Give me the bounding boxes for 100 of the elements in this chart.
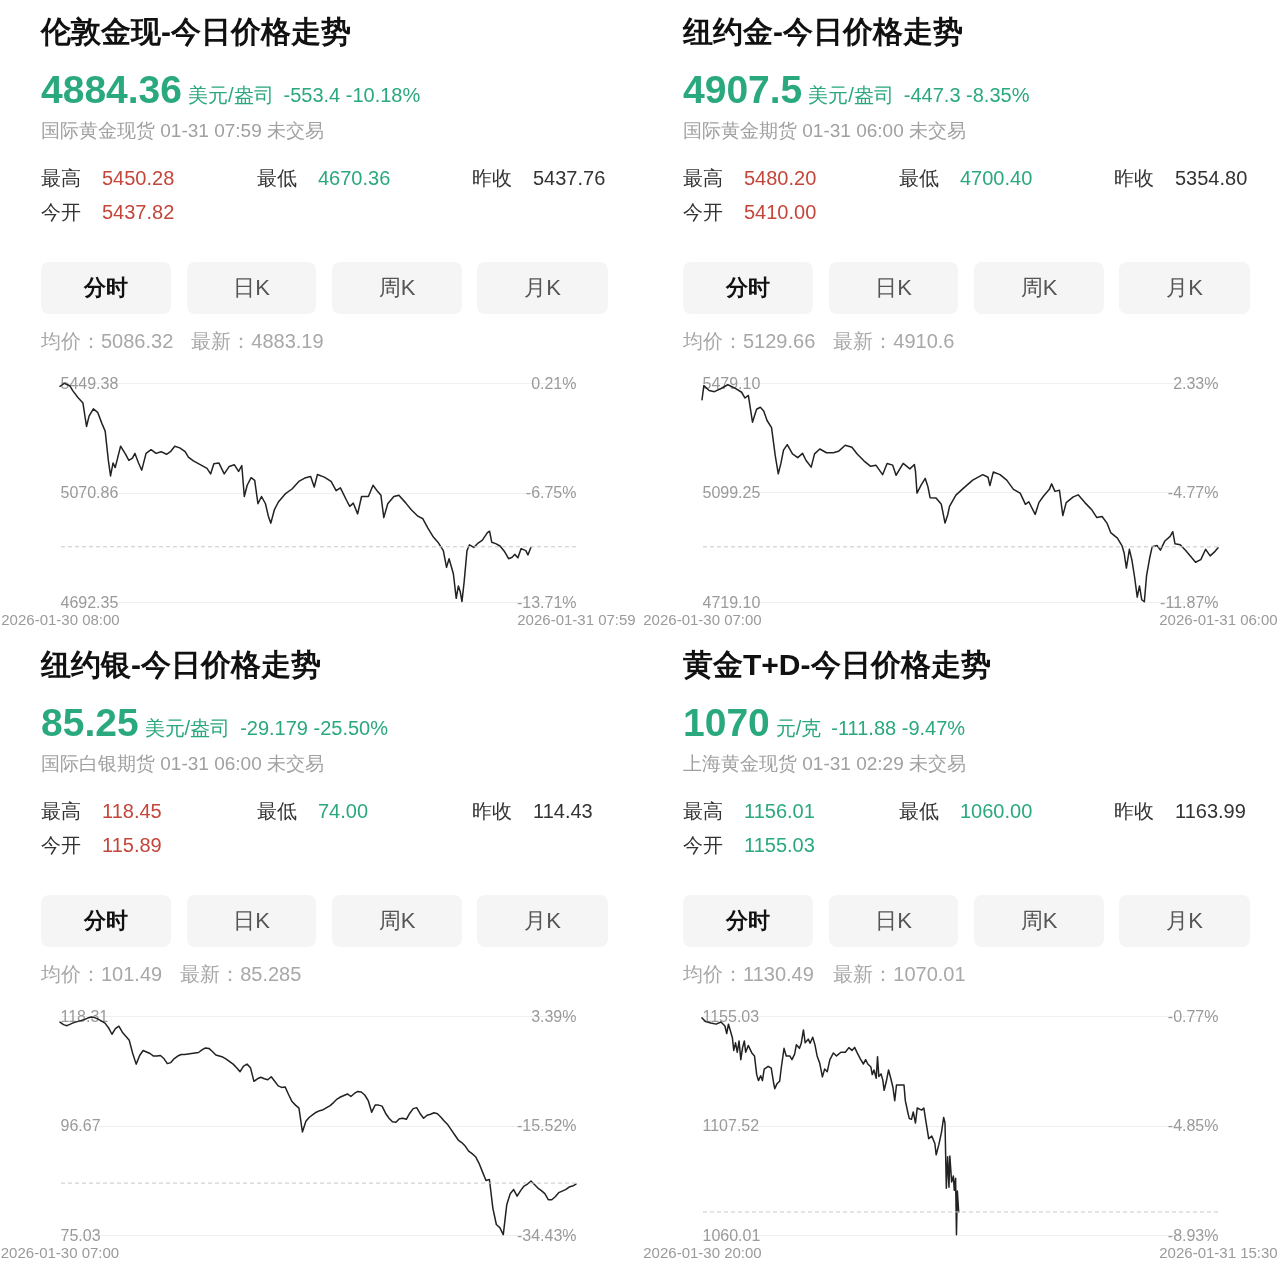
text: 周K — [378, 275, 416, 300]
text: -447.3 -8.35% — [903, 84, 1030, 106]
chart-title: 黄金T+D-今日价格走势 — [683, 648, 991, 681]
y2-tick-label: -4.77% — [1167, 484, 1219, 501]
text: 分时 — [725, 275, 770, 300]
x-tick-label: 2026-01-31 15:30 — [1159, 1243, 1278, 1261]
text: 74.00 — [318, 800, 369, 822]
text: 日K — [233, 908, 271, 933]
y-tick-label: 75.03 — [60, 1226, 101, 1244]
text: 最新：4910.6 — [833, 330, 955, 352]
text: 日K — [233, 275, 271, 300]
text: 1163.99 — [1175, 800, 1246, 822]
text: 周K — [378, 908, 416, 933]
x-tick-label: 2026-01-30 08:00 — [1, 610, 120, 628]
text: 日K — [875, 275, 913, 300]
text: 4884.36 — [41, 68, 182, 111]
y-tick-label: 1155.03 — [702, 1007, 760, 1025]
text: 最低 — [257, 800, 297, 822]
text: 114.43 — [533, 800, 593, 822]
text: 最新：85.285 — [180, 963, 302, 985]
text: 5437.82 — [102, 201, 175, 223]
text: 今开 — [41, 201, 81, 223]
text: 最低 — [899, 167, 939, 189]
text: 今开 — [683, 834, 723, 856]
text: 最高 — [41, 800, 81, 822]
text: 周K — [1020, 908, 1058, 933]
y2-tick-label: 3.39% — [531, 1007, 577, 1025]
x-tick-label: 2026-01-30 07:00 — [643, 610, 762, 628]
y-tick-label: 1107.52 — [702, 1117, 760, 1134]
text: 均价：5129.66 — [682, 330, 816, 352]
chart-title: 纽约金-今日价格走势 — [682, 15, 963, 48]
chart-subtitle: 上海黄金现货 01-31 02:29 未交易 — [683, 753, 966, 774]
chart-title: 伦敦金现-今日价格走势 — [40, 15, 351, 48]
y2-tick-label: -6.75% — [525, 484, 577, 501]
text: 今开 — [41, 834, 81, 856]
text: 5450.28 — [102, 167, 175, 189]
y2-tick-label: -34.43% — [516, 1226, 577, 1244]
chart-subtitle: 国际白银期货 01-31 06:00 未交易 — [41, 753, 324, 774]
text: 月K — [524, 908, 562, 933]
text: 4907.5 — [683, 68, 803, 111]
text: 最新：1070.01 — [833, 963, 966, 985]
text: 昨收 — [472, 800, 512, 822]
x-tick-label: 2026-01-30 20:00 — [643, 1243, 762, 1261]
chart-subtitle: 国际黄金现货 01-31 07:59 未交易 — [41, 120, 324, 141]
text: 115.89 — [102, 834, 162, 856]
y2-tick-label: -11.87% — [1160, 593, 1219, 611]
y-tick-label: 4719.10 — [702, 593, 761, 611]
text: 最低 — [257, 167, 297, 189]
y-tick-label: 96.67 — [60, 1117, 101, 1134]
text: -111.88 -9.47% — [831, 717, 966, 739]
text: -29.179 -25.50% — [240, 717, 389, 739]
y-tick-label: 4692.35 — [60, 593, 119, 611]
y2-tick-label: -4.85% — [1167, 1117, 1219, 1134]
text: 均价：1130.49 — [682, 963, 814, 985]
text: 5354.80 — [1175, 167, 1248, 189]
text: 1155.03 — [744, 834, 815, 856]
text: 5480.20 — [744, 167, 817, 189]
y-tick-label: 5099.25 — [702, 483, 761, 501]
text: 月K — [524, 275, 562, 300]
y-tick-label: 5449.38 — [60, 374, 119, 392]
text: 1060.00 — [960, 800, 1033, 822]
y2-tick-label: -8.93% — [1167, 1226, 1219, 1244]
text: 5437.76 — [533, 167, 606, 189]
y-tick-label: 1060.01 — [702, 1226, 761, 1244]
text: 最高 — [683, 167, 723, 189]
text: 118.45 — [102, 800, 162, 822]
text: 分时 — [83, 908, 128, 933]
text: 周K — [1020, 275, 1058, 300]
text: 美元/盎司 — [187, 84, 274, 106]
text: 昨收 — [1114, 800, 1154, 822]
text: 昨收 — [1114, 167, 1154, 189]
y2-tick-label: -0.77% — [1167, 1007, 1219, 1025]
y-tick-label: 5070.86 — [60, 484, 119, 501]
text: 最低 — [899, 800, 939, 822]
text: 1070 — [683, 701, 770, 744]
y2-tick-label: -15.52% — [516, 1117, 577, 1134]
text: 最新：4883.19 — [191, 330, 324, 352]
text: 均价：101.49 — [40, 963, 163, 985]
text: 4670.36 — [318, 167, 391, 189]
y2-tick-label: 2.33% — [1173, 374, 1219, 392]
text: 分时 — [725, 908, 770, 933]
y2-tick-label: 0.21% — [531, 374, 577, 392]
chart-subtitle: 国际黄金期货 01-31 06:00 未交易 — [683, 120, 966, 141]
text: 今开 — [683, 201, 723, 223]
text: 美元/盎司 — [144, 717, 231, 739]
text: 均价：5086.32 — [40, 330, 174, 352]
text: -553.4 -10.18% — [283, 84, 421, 106]
text: 昨收 — [472, 167, 512, 189]
text: 美元/盎司 — [808, 84, 894, 106]
chart-title: 纽约银-今日价格走势 — [40, 648, 321, 681]
text: 1156.01 — [744, 800, 815, 822]
y-tick-label: 118.31 — [60, 1007, 109, 1025]
x-tick-label: 2026-01-31 06:00 — [1159, 610, 1278, 628]
text: 最高 — [683, 800, 723, 822]
text: 最高 — [41, 167, 81, 189]
text: 85.25 — [41, 701, 139, 744]
text: 4700.40 — [960, 167, 1033, 189]
x-tick-label: 2026-01-31 07:59 — [517, 610, 636, 628]
text: 5410.00 — [744, 201, 817, 223]
text: 分时 — [83, 275, 128, 300]
